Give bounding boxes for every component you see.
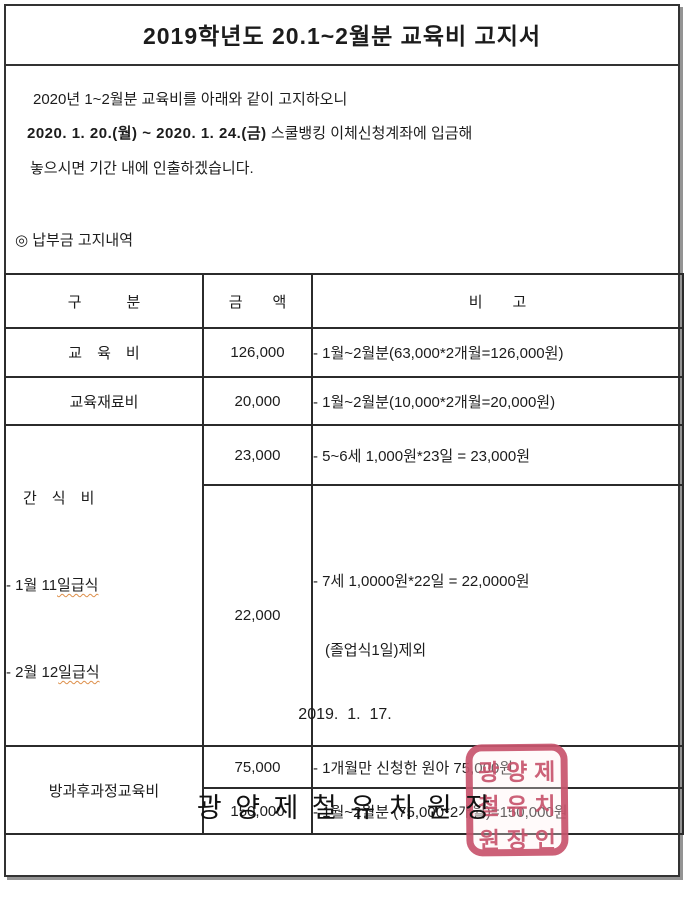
seal-char: 인 — [534, 826, 557, 853]
spellcheck-underline: 일급식 — [57, 577, 99, 594]
seal-char: 광 — [477, 759, 500, 786]
cell-amount: 23,000 — [202, 423, 313, 487]
snack-subline-2: - 2월 12일급식 — [6, 664, 100, 681]
cell-note: - 1월~2월분 (75,000*2개월)=150,000원 — [311, 787, 684, 835]
fee-table: 구 분 금 액 비 고 교 육 비 126,000 - 1월~2월분(63,00… — [4, 273, 684, 835]
seal-char: 원 — [478, 827, 501, 854]
table-row-afterschool-b: 150,000 - 1월~2월분 (75,000*2개월)=150,000원 — [5, 787, 684, 835]
cell-amount: 22,000 — [202, 484, 313, 747]
cell-amount: 126,000 — [202, 327, 313, 378]
table-header-row: 구 분 금 액 비 고 — [4, 273, 684, 329]
snack-subline-1: - 1월 11일급식 — [6, 577, 99, 594]
seal-char: 양 — [505, 758, 528, 786]
spellcheck-underline: 일급식 — [58, 664, 100, 681]
cell-note: - 1월~2월분(10,000*2개월=20,000원) — [311, 376, 684, 426]
title-band: 2019학년도 20.1~2월분 교육비 고지서 — [4, 4, 680, 66]
cell-note: - 5~6세 1,000원*23일 = 23,000원 — [311, 423, 684, 487]
cell-amount: 150,000 — [202, 787, 313, 835]
cell-amount: 20,000 — [202, 376, 313, 426]
header-note: 비 고 — [311, 273, 684, 329]
cell-category: 방과후과정교육비 — [4, 745, 204, 835]
seal-char: 제 — [533, 758, 556, 785]
cell-note: - 1개월만 신청한 원아 75,000원 — [311, 745, 684, 789]
section-marker: ◎ 납부금 고지내역 — [15, 232, 134, 249]
table-row-tuition: 교 육 비 126,000 - 1월~2월분(63,000*2개월=126,00… — [4, 327, 684, 378]
cell-note: - 7세 1,0000원*22일 = 22,0000원 (졸업식1일)제외 — [311, 484, 684, 747]
table-row-materials: 교육재료비 20,000 - 1월~2월분(10,000*2개월=20,000원… — [4, 376, 684, 426]
cell-note: - 1월~2월분(63,000*2개월=126,000원) — [311, 327, 684, 378]
intro-line-3: 놓으시면 기간 내에 인출하겠습니다. — [30, 160, 254, 177]
document-title: 2019학년도 20.1~2월분 교육비 고지서 — [142, 23, 542, 49]
snack-title: 간 식 비 — [23, 490, 95, 507]
header-category: 구 분 — [4, 273, 204, 329]
issue-date: 2019. 1. 17. — [298, 706, 392, 723]
intro-line-2: 2020. 1. 20.(월) ~ 2020. 1. 24.(금) 스쿨뱅킹 이… — [27, 122, 472, 143]
signer-title: 광 양 제 철 유 치 원 장 — [196, 793, 494, 823]
cell-amount: 75,000 — [202, 745, 313, 789]
header-amount: 금 액 — [202, 273, 313, 329]
seal-char: 장 — [506, 826, 529, 854]
cell-category: 교 육 비 — [4, 327, 204, 378]
cell-category: 교육재료비 — [4, 376, 204, 426]
table-row-afterschool-a: 방과후과정교육비 75,000 - 1개월만 신청한 원아 75,000원 — [4, 745, 684, 835]
payment-period-dates: 2020. 1. 20.(월) ~ 2020. 1. 24.(금) — [27, 125, 267, 142]
intro-line-2-rest: 스쿨뱅킹 이체신청계좌에 입금해 — [266, 125, 473, 142]
cell-category-snack: 간 식 비 - 1월 11일급식 - 2월 12일급식 — [4, 424, 204, 747]
table-row-snack-b: 22,000 - 7세 1,0000원*22일 = 22,0000원 (졸업식1… — [5, 484, 684, 747]
table-row-snack-a: 간 식 비 - 1월 11일급식 - 2월 12일급식 23,000 - 5~6… — [4, 423, 684, 747]
intro-line-1: 2020년 1~2월분 교육비를 아래와 같이 고지하오니 — [33, 91, 348, 108]
